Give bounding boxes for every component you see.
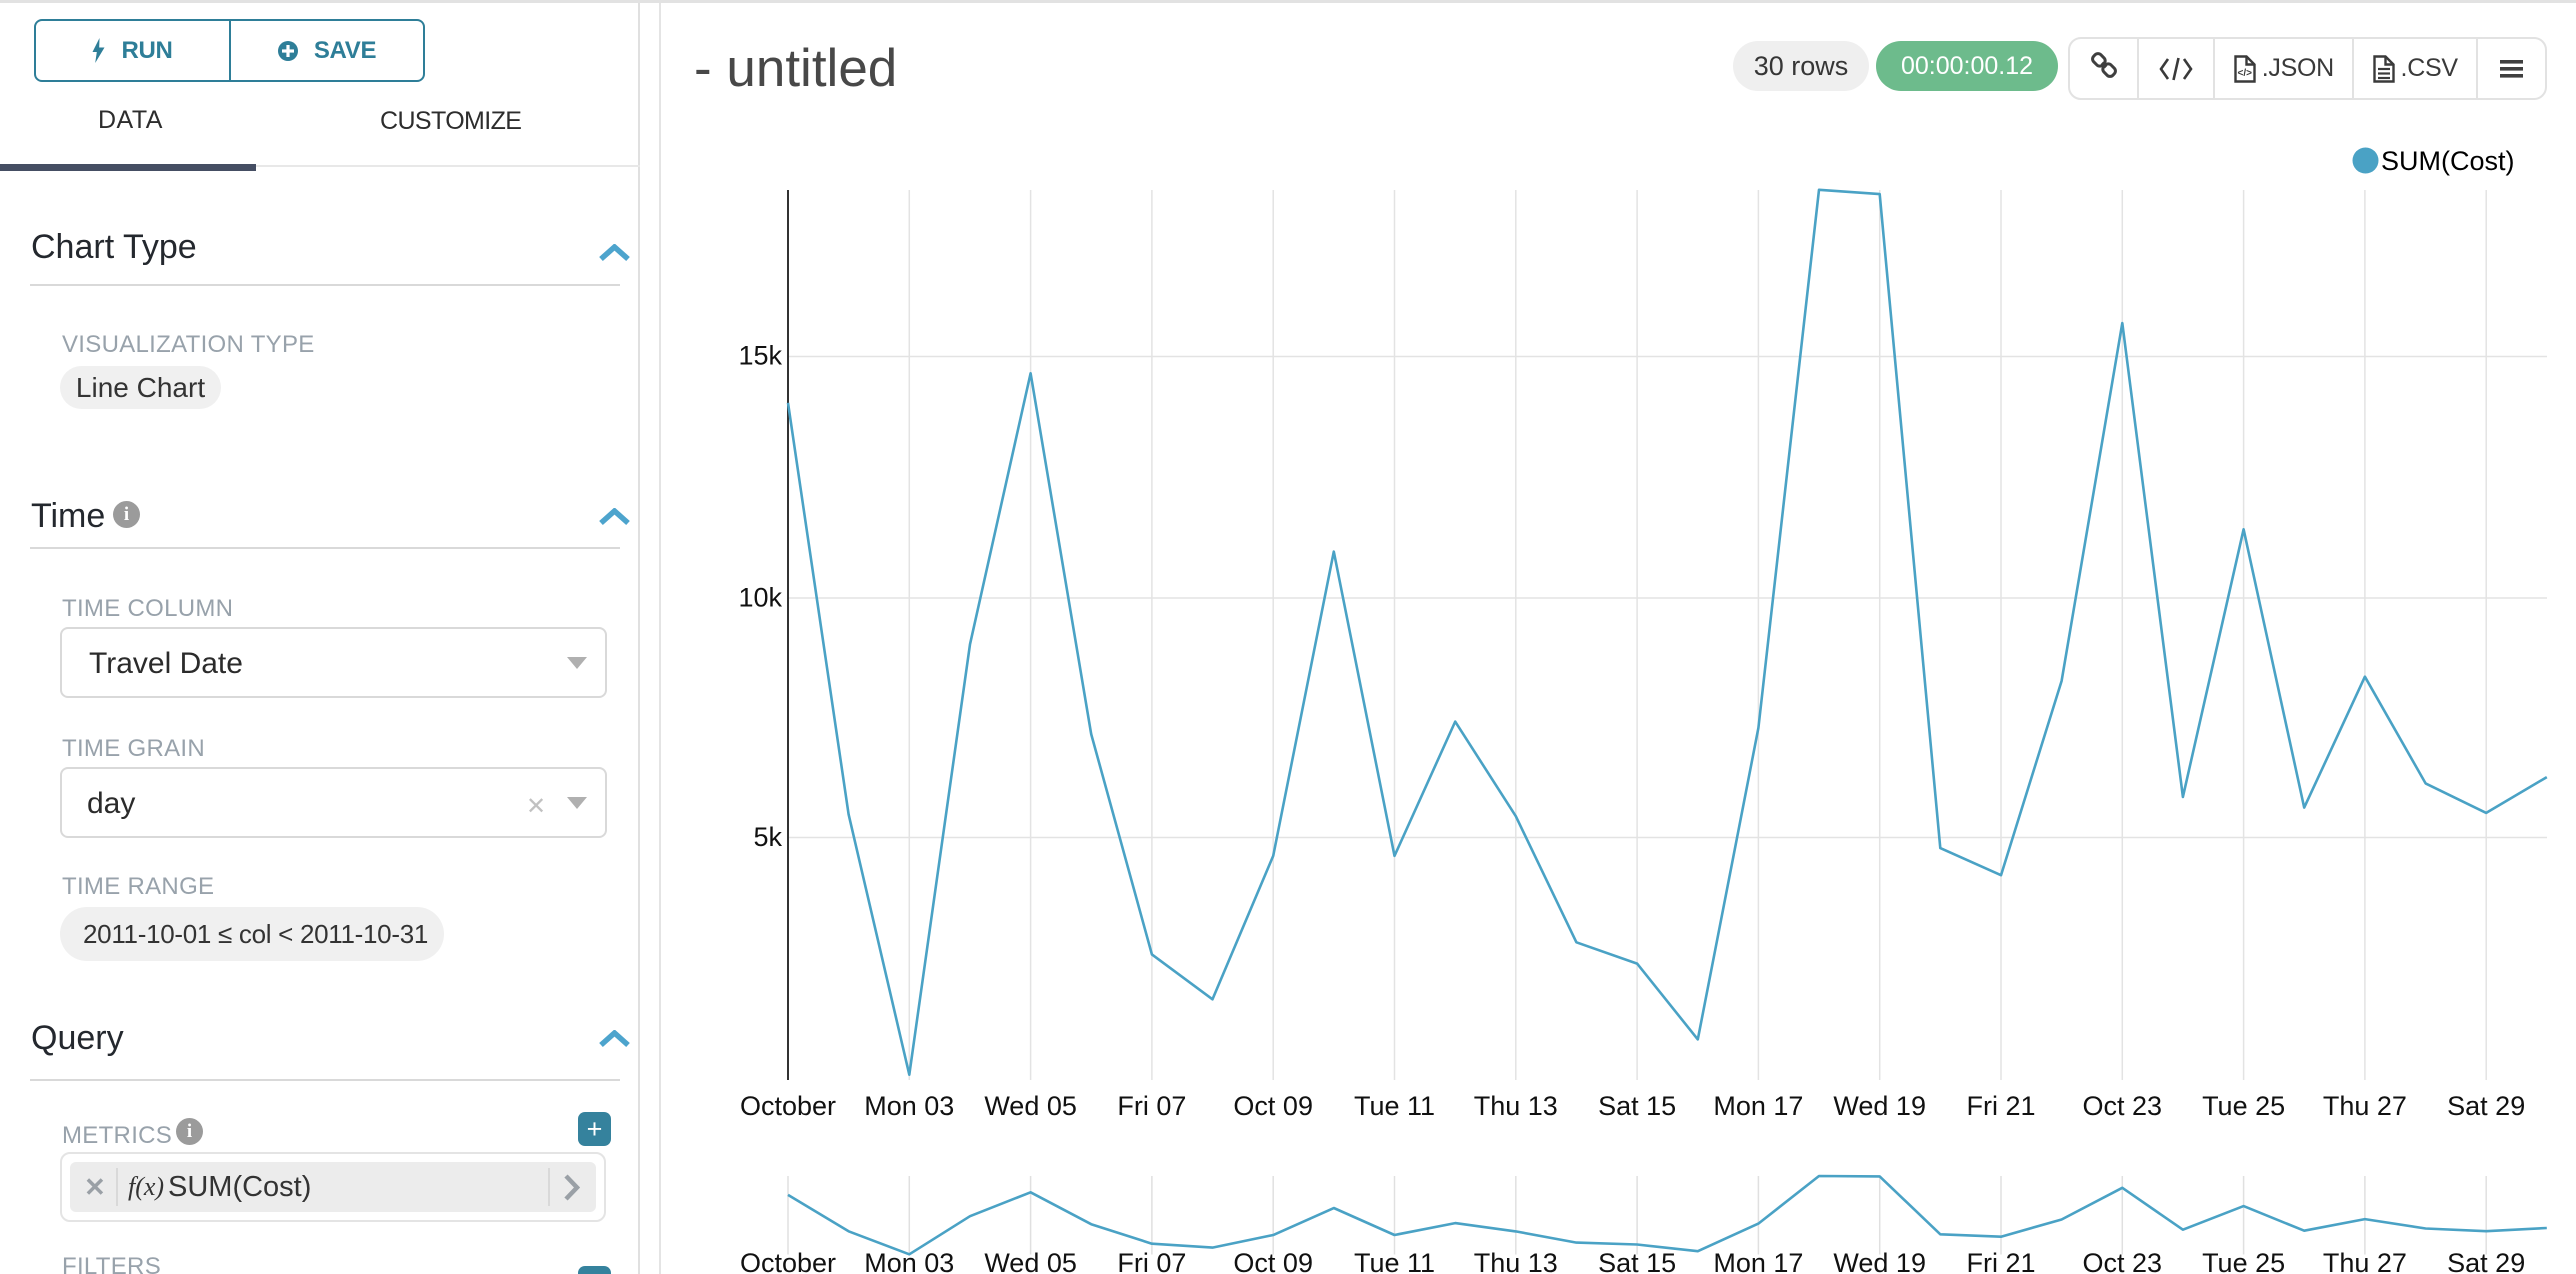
svg-text:October: October — [740, 1248, 836, 1274]
svg-text:Fri 21: Fri 21 — [1966, 1091, 2035, 1121]
svg-text:15k: 15k — [738, 341, 782, 371]
svg-text:Thu 27: Thu 27 — [2323, 1248, 2407, 1274]
svg-text:Fri 07: Fri 07 — [1117, 1248, 1186, 1274]
svg-text:Wed 19: Wed 19 — [1833, 1248, 1926, 1274]
svg-text:5k: 5k — [753, 822, 782, 852]
svg-text:SUM(Cost): SUM(Cost) — [2381, 146, 2515, 176]
svg-text:Oct 09: Oct 09 — [1233, 1091, 1313, 1121]
svg-text:10k: 10k — [738, 583, 782, 613]
svg-text:Mon 17: Mon 17 — [1713, 1248, 1803, 1274]
svg-text:Sat 29: Sat 29 — [2447, 1248, 2525, 1274]
svg-text:Oct 23: Oct 23 — [2083, 1248, 2163, 1274]
svg-text:Tue 11: Tue 11 — [1354, 1248, 1435, 1274]
svg-text:Wed 05: Wed 05 — [984, 1091, 1077, 1121]
svg-text:Thu 27: Thu 27 — [2323, 1091, 2407, 1121]
svg-text:Wed 19: Wed 19 — [1833, 1091, 1926, 1121]
svg-text:Mon 17: Mon 17 — [1713, 1091, 1803, 1121]
svg-text:Oct 09: Oct 09 — [1233, 1248, 1313, 1274]
svg-text:</>: </> — [2237, 68, 2252, 79]
svg-text:Tue 25: Tue 25 — [2202, 1091, 2285, 1121]
svg-text:Sat 29: Sat 29 — [2447, 1091, 2525, 1121]
svg-text:Wed 05: Wed 05 — [984, 1248, 1077, 1274]
svg-text:Sat 15: Sat 15 — [1598, 1248, 1676, 1274]
svg-text:Mon 03: Mon 03 — [864, 1091, 954, 1121]
svg-text:Fri 21: Fri 21 — [1966, 1248, 2035, 1274]
svg-text:Fri 07: Fri 07 — [1117, 1091, 1186, 1121]
svg-text:Sat 15: Sat 15 — [1598, 1091, 1676, 1121]
svg-text:Oct 23: Oct 23 — [2083, 1091, 2163, 1121]
svg-text:Thu 13: Thu 13 — [1474, 1091, 1558, 1121]
svg-text:Thu 13: Thu 13 — [1474, 1248, 1558, 1274]
svg-text:Mon 03: Mon 03 — [864, 1248, 954, 1274]
svg-text:October: October — [740, 1091, 836, 1121]
svg-text:Tue 25: Tue 25 — [2202, 1248, 2285, 1274]
svg-text:Tue 11: Tue 11 — [1354, 1091, 1435, 1121]
